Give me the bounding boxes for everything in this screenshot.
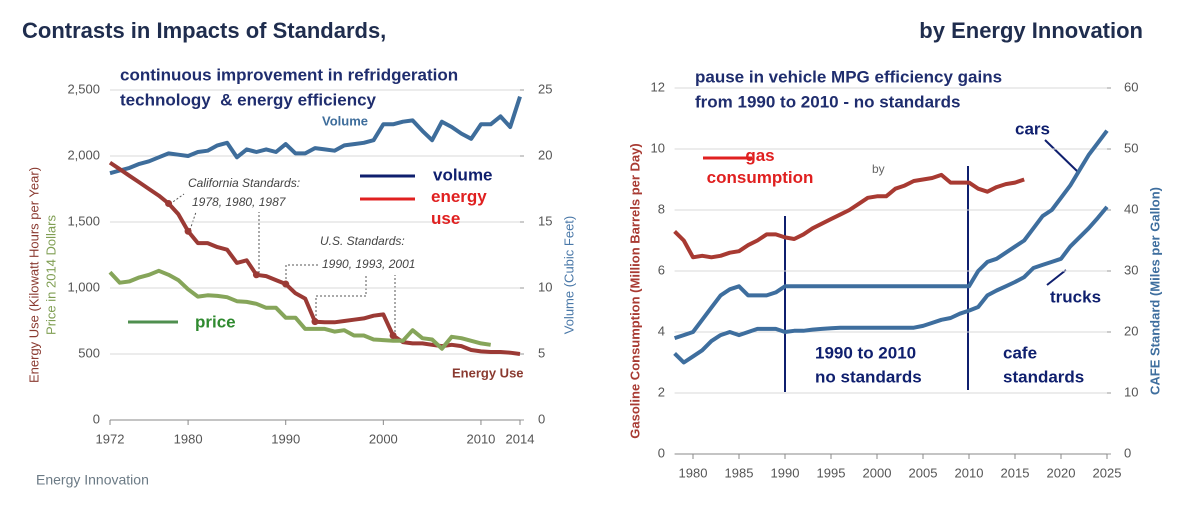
x-tick-label: 2010 (955, 465, 984, 480)
annotation: California Standards: (188, 176, 300, 190)
period-lines (784, 139, 1079, 392)
title-left: Contrasts in Impacts of Standards, (22, 18, 386, 43)
leaders (169, 193, 396, 336)
y-tick-label: 2,000 (67, 147, 100, 162)
legend-label: gas consumption (706, 146, 814, 187)
y2-tick-label: 40 (1124, 201, 1138, 216)
annotation: pause in vehicle MPG efficiency gains (695, 67, 1002, 86)
title-right: by Energy Innovation (919, 18, 1143, 43)
annotation: 1990, 1993, 2001 (322, 257, 415, 271)
annotation: standards (1003, 367, 1084, 386)
y-axis-label: Price in 2014 Dollars (43, 215, 58, 335)
y-tick-label: 2 (658, 384, 665, 399)
highlight-dot (389, 332, 397, 340)
y2-tick-label: 30 (1124, 262, 1138, 277)
x-tick-label: 2000 (369, 431, 398, 446)
y-tick-label: 500 (78, 345, 100, 360)
highlight-dot (184, 227, 192, 235)
x-tick-label: 2010 (466, 431, 495, 446)
x-tick-label: 1980 (679, 465, 708, 480)
x-tick-label: 1985 (725, 465, 754, 480)
x-tick-label: 1980 (174, 431, 203, 446)
y2-tick-label: 0 (538, 411, 545, 426)
legend-label: cars (1015, 119, 1050, 138)
y-axis-label: Gasoline Consumption (Million Barrels pe… (627, 143, 642, 438)
annotation: 1990 to 2010 (815, 343, 916, 362)
legend-label: volume (433, 165, 493, 184)
y2-tick-label: 5 (538, 345, 545, 360)
series-line (109, 95, 522, 176)
y-tick-label: 0 (658, 445, 665, 460)
legend-label: energy use (431, 187, 487, 228)
y2-tick-label: 20 (538, 147, 552, 162)
annotation: cafe (1003, 343, 1037, 362)
series-line (108, 268, 491, 351)
y-tick-label: 4 (658, 323, 665, 338)
y2-tick-label: 20 (1124, 323, 1138, 338)
y2-tick-label: 10 (1124, 384, 1138, 399)
annotation: Volume (322, 113, 368, 128)
x-tick-label: 2014 (506, 431, 535, 446)
y2-tick-label: 10 (538, 279, 552, 294)
annotation: no standards (815, 367, 922, 386)
highlight-dot (282, 280, 290, 288)
y2-tick-label: 60 (1124, 79, 1138, 94)
annotation: continuous improvement in refridgeration (120, 65, 458, 84)
y-tick-label: 1,000 (67, 279, 100, 294)
x-tick-label: 2015 (1001, 465, 1030, 480)
annotation: Energy Use (452, 365, 524, 380)
y-tick-label: 10 (651, 140, 665, 155)
source: Energy Innovation (36, 472, 149, 488)
y-tick-label: 6 (658, 262, 665, 277)
y2-tick-label: 50 (1124, 140, 1138, 155)
x-tick-label: 2025 (1093, 465, 1122, 480)
series-line (673, 172, 1025, 260)
y-tick-label: 8 (658, 201, 665, 216)
series-line (673, 205, 1109, 365)
y-tick-label: 1,500 (67, 213, 100, 228)
x-tick-label: 1990 (271, 431, 300, 446)
annotation: technology & energy efficiency (120, 90, 377, 109)
x-tick-label: 1990 (771, 465, 800, 480)
x-tick-label: 2020 (1047, 465, 1076, 480)
y2-tick-label: 15 (538, 213, 552, 228)
y2-axis-label: Volume (Cubic Feet) (561, 216, 576, 335)
highlight-dot (311, 318, 319, 326)
x-tick-label: 1995 (817, 465, 846, 480)
annotation: 1978, 1980, 1987 (192, 195, 287, 209)
series-line (673, 129, 1109, 341)
annotation: from 1990 to 2010 - no standards (695, 92, 960, 111)
y-tick-label: 2,500 (67, 81, 100, 96)
x-tick-label: 1972 (96, 431, 125, 446)
x-tick-label: 2000 (863, 465, 892, 480)
x-tick-label: 2005 (909, 465, 938, 480)
legend-label: trucks (1050, 287, 1101, 306)
y2-axis-label: CAFE Standard (Miles per Gallon) (1147, 187, 1162, 395)
legend-label: price (195, 312, 236, 331)
y2-tick-label: 0 (1124, 445, 1131, 460)
y-tick-label: 0 (93, 411, 100, 426)
annotation: by (872, 162, 885, 176)
highlight-dot (165, 200, 173, 208)
y-axis-label: Energy Use (Kilowatt Hours per Year) (26, 167, 41, 383)
y-tick-label: 12 (651, 79, 665, 94)
annotation: U.S. Standards: (320, 234, 405, 248)
y2-tick-label: 25 (538, 81, 552, 96)
highlight-dot (252, 271, 260, 279)
